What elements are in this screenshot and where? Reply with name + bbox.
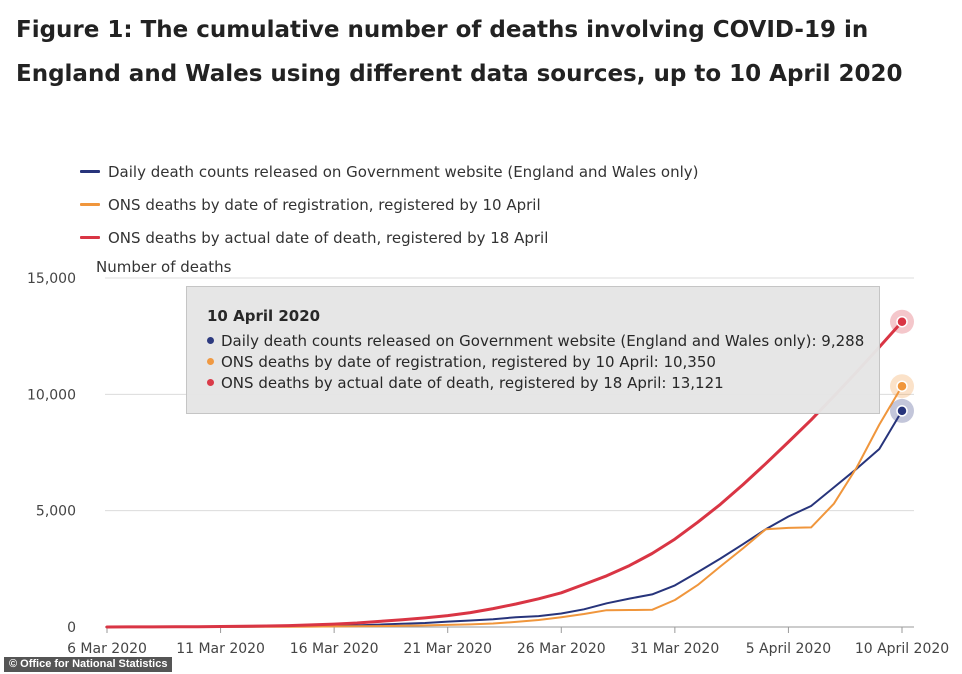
marker-ons-registration <box>896 380 908 392</box>
x-tick-label-7: 10 April 2020 <box>855 641 949 657</box>
legend-label-ons-registration: ONS deaths by date of registration, regi… <box>108 195 541 214</box>
series-line-ons-date-of-death <box>105 320 904 629</box>
tooltip-dot-government <box>207 337 214 344</box>
legend-swatch-government <box>80 170 100 173</box>
legend-item-ons-date-of-death[interactable]: ONS deaths by actual date of death, regi… <box>80 221 698 254</box>
legend-swatch-ons-date-of-death <box>80 236 100 239</box>
y-tick-label-3: 15,000 <box>27 271 76 287</box>
tooltip-dot-ons-date-of-death <box>207 379 214 386</box>
marker-government <box>896 405 908 417</box>
tooltip-text-government: Daily death counts released on Governmen… <box>221 332 865 350</box>
legend-label-government: Daily death counts released on Governmen… <box>108 162 699 181</box>
chart-legend: Daily death counts released on Governmen… <box>80 155 698 254</box>
tooltip-row-ons-registration: ONS deaths by date of registration, regi… <box>207 352 879 373</box>
y-axis-title: Number of deaths <box>96 258 232 276</box>
x-tick-label-4: 26 Mar 2020 <box>517 641 606 657</box>
x-tick-label-3: 21 Mar 2020 <box>403 641 492 657</box>
tooltip-date: 10 April 2020 <box>207 307 321 325</box>
tooltip-row-government: Daily death counts released on Governmen… <box>207 331 879 352</box>
legend-swatch-ons-registration <box>80 203 100 206</box>
hover-tooltip: 10 April 2020 Daily death counts release… <box>186 286 880 414</box>
legend-label-ons-date-of-death: ONS deaths by actual date of death, regi… <box>108 228 549 247</box>
y-tick-label-0: 0 <box>67 620 76 636</box>
tooltip-text-ons-date-of-death: ONS deaths by actual date of death, regi… <box>221 374 724 392</box>
tooltip-row-ons-date-of-death: ONS deaths by actual date of death, regi… <box>207 373 879 394</box>
legend-item-ons-registration[interactable]: ONS deaths by date of registration, regi… <box>80 188 698 221</box>
source-credit: © Office for National Statistics <box>4 657 173 672</box>
x-tick-label-5: 31 Mar 2020 <box>630 641 719 657</box>
x-tick-label-1: 11 Mar 2020 <box>176 641 265 657</box>
tooltip-dot-ons-registration <box>207 358 214 365</box>
marker-ons-date-of-death <box>896 315 908 328</box>
x-tick-label-0: 6 Mar 2020 <box>67 641 147 657</box>
chart-title: Figure 1: The cumulative number of death… <box>16 17 903 87</box>
y-tick-label-2: 10,000 <box>27 387 76 403</box>
legend-item-government[interactable]: Daily death counts released on Governmen… <box>80 155 698 188</box>
x-tick-label-6: 5 April 2020 <box>746 641 831 657</box>
tooltip-text-ons-registration: ONS deaths by date of registration, regi… <box>221 353 716 371</box>
x-tick-label-2: 16 Mar 2020 <box>290 641 379 657</box>
series-line-ons-registration <box>106 385 903 628</box>
y-tick-label-1: 5,000 <box>36 504 76 520</box>
series-line-government <box>106 409 903 628</box>
